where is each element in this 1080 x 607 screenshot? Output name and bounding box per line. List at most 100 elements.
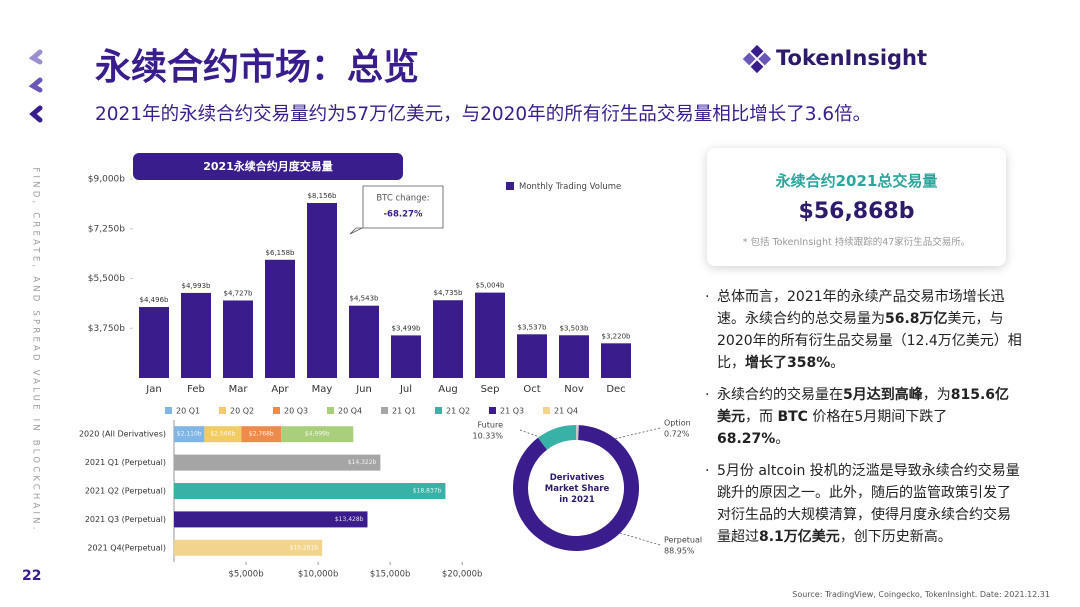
card-title: 永续合约2021总交易量 bbox=[775, 172, 938, 190]
value-label: $10,281b bbox=[290, 544, 319, 551]
x-tick-label: Nov bbox=[564, 384, 584, 395]
x-tick-label: Aug bbox=[438, 384, 458, 395]
x-tick-label: Oct bbox=[523, 384, 540, 395]
value-label: $3,220b bbox=[602, 332, 631, 340]
annotation-title: BTC change: bbox=[376, 194, 429, 204]
legend-label: 20 Q4 bbox=[338, 407, 362, 416]
category-label: 2021 Q1 (Perpetual) bbox=[85, 458, 166, 467]
value-label: $4,735b bbox=[434, 289, 463, 297]
legend-swatch bbox=[543, 407, 550, 414]
value-label: $18,837b bbox=[413, 488, 442, 495]
bar bbox=[601, 343, 631, 378]
bar bbox=[349, 305, 379, 378]
bold-text: BTC bbox=[777, 409, 808, 425]
text: 价格在5月期间下跌了 bbox=[807, 409, 948, 425]
value-label: $6,158b bbox=[266, 249, 295, 257]
bar bbox=[181, 292, 211, 378]
bar-segment bbox=[281, 426, 354, 443]
value-label: $4,727b bbox=[224, 289, 253, 297]
x-tick-label: Apr bbox=[271, 384, 289, 395]
value-label: $13,428b bbox=[335, 516, 364, 523]
text: 5月份 altcoin 投机的泛滥是导致永续合约交易量跳升的原因之一。此外，随后… bbox=[717, 463, 1020, 545]
subtitle: 2021年的永续合约交易量约为57万亿美元，与2020年的所有衍生品交易量相比增… bbox=[95, 104, 872, 125]
y-tick-label: $7,250b bbox=[88, 224, 125, 234]
bar bbox=[307, 202, 337, 378]
bar-segment bbox=[174, 511, 368, 528]
x-tick-label: $5,000b bbox=[228, 570, 263, 580]
bar bbox=[517, 334, 547, 378]
legend-swatch bbox=[381, 407, 388, 414]
x-tick-label: Mar bbox=[229, 384, 249, 395]
value-label: $4,543b bbox=[350, 295, 379, 303]
bar-segment bbox=[241, 426, 282, 443]
y-tick-label: $9,000b bbox=[88, 175, 125, 185]
bar-segment bbox=[174, 483, 446, 499]
x-tick-label: Jan bbox=[145, 384, 161, 395]
bold-text: 8.1万亿美元 bbox=[759, 529, 840, 545]
legend-swatch bbox=[327, 407, 334, 414]
x-tick-label: Dec bbox=[606, 384, 625, 395]
bar bbox=[139, 307, 169, 378]
bold-text: 5月达到高峰 bbox=[843, 387, 923, 403]
legend-label: 21 Q3 bbox=[500, 407, 524, 416]
bold-text: 815.6亿美元 bbox=[717, 387, 1010, 425]
x-tick-label: Sep bbox=[481, 384, 500, 395]
text: 永续合约的交易量在 bbox=[717, 387, 843, 403]
value-label: $8,156b bbox=[308, 192, 337, 200]
summary-card: 永续合约2021总交易量 $56,868b * 包括 TokenInsight … bbox=[707, 148, 1006, 266]
category-label: 2020 (All Derivatives) bbox=[79, 430, 166, 439]
chart-title-banner bbox=[133, 153, 403, 180]
value-label: $3,503b bbox=[560, 324, 589, 332]
value-label: $3,537b bbox=[518, 323, 547, 331]
value-label: $3,499b bbox=[392, 324, 421, 332]
bullet: 永续合约的交易量在5月达到高峰，为815.6亿美元，而 BTC 价格在5月期间下… bbox=[705, 384, 1023, 450]
bar-segment bbox=[174, 426, 205, 443]
bold-text: 56.8万亿 bbox=[885, 311, 948, 327]
logo-text: TokenInsight bbox=[776, 46, 928, 70]
legend-label: 21 Q2 bbox=[446, 407, 470, 416]
legend-swatch bbox=[489, 407, 496, 414]
y-tick-label: $5,500b bbox=[88, 274, 125, 284]
text: ，为 bbox=[922, 387, 951, 403]
x-tick-label: May bbox=[312, 384, 333, 395]
source: Source: TradingView, Coingecko, TokenIns… bbox=[792, 590, 1050, 599]
legend-swatch bbox=[435, 407, 442, 414]
chart-title: 2021永续合约月度交易量 bbox=[203, 159, 333, 173]
donut-title: Derivatives Market Share in 2021 bbox=[544, 473, 610, 505]
value-label: $2,566b bbox=[210, 431, 235, 438]
value-label: $4,496b bbox=[140, 296, 169, 304]
x-tick-label: Jul bbox=[399, 384, 412, 395]
bar bbox=[559, 335, 589, 378]
slice-category: Future bbox=[478, 421, 504, 430]
text: 美元，与2020年的所有衍生品交易量（12.4万亿美元）相比， bbox=[717, 311, 1022, 371]
title: 永续合约市场：总览 bbox=[95, 47, 420, 88]
card-value: $56,868b bbox=[798, 199, 915, 224]
bullet-list: 总体而言，2021年的永续产品交易市场增长迅速。永续合约的总交易量为56.8万亿… bbox=[705, 286, 1023, 558]
text: ，而 bbox=[745, 409, 778, 425]
donut-slice bbox=[576, 425, 579, 441]
value-label: $4,993b bbox=[182, 282, 211, 290]
x-tick-label: Jun bbox=[355, 384, 372, 395]
legend-label: 21 Q4 bbox=[554, 407, 578, 416]
value-label: $2,110b bbox=[177, 431, 202, 438]
legend-label: 20 Q2 bbox=[230, 407, 254, 416]
legend-swatch bbox=[165, 407, 172, 414]
legend-swatch bbox=[219, 407, 226, 414]
legend-label: Monthly Trading Volume bbox=[519, 182, 621, 192]
page-number: 22 bbox=[22, 568, 42, 584]
category-label: 2021 Q4(Perpetual) bbox=[87, 543, 166, 552]
y-tick-label: $3,750b bbox=[88, 324, 125, 334]
x-tick-label: $10,000b bbox=[298, 570, 339, 580]
text: 。 bbox=[775, 431, 790, 447]
category-label: 2021 Q3 (Perpetual) bbox=[85, 515, 166, 524]
text: 。 bbox=[830, 355, 845, 371]
value-label: $14,322b bbox=[348, 459, 377, 466]
value-label: $2,768b bbox=[249, 431, 274, 438]
x-tick-label: $20,000b bbox=[442, 570, 483, 580]
bar-segment bbox=[204, 426, 242, 443]
slice-category: Perpetual bbox=[664, 536, 702, 545]
annotation-text: -68.27% bbox=[384, 210, 423, 220]
bar bbox=[391, 335, 421, 378]
